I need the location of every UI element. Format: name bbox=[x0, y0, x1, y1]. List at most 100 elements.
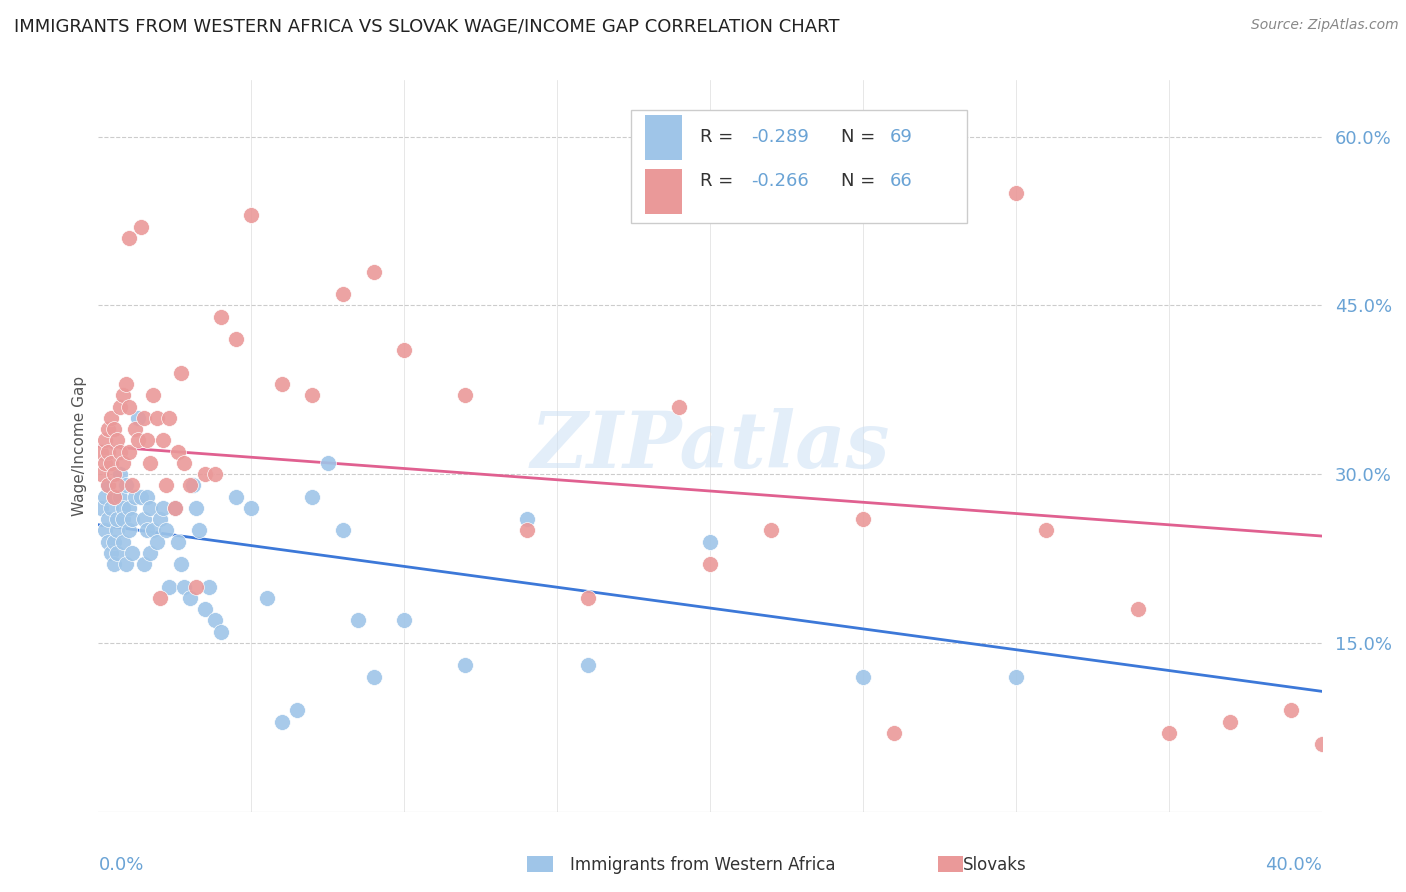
Point bbox=[90, 444, 112, 458]
Text: -0.289: -0.289 bbox=[752, 128, 810, 145]
Text: ZIPatlas: ZIPatlas bbox=[530, 408, 890, 484]
Text: Immigrants from Western Africa: Immigrants from Western Africa bbox=[571, 856, 835, 874]
FancyBboxPatch shape bbox=[630, 110, 967, 223]
Point bbox=[699, 534, 721, 549]
Point bbox=[285, 703, 308, 717]
Point bbox=[173, 580, 195, 594]
Point bbox=[129, 219, 152, 234]
Point bbox=[111, 512, 134, 526]
Point bbox=[240, 208, 263, 222]
Point bbox=[115, 557, 138, 571]
Point bbox=[103, 490, 125, 504]
Point bbox=[179, 478, 201, 492]
Point bbox=[256, 591, 278, 605]
Point bbox=[136, 490, 159, 504]
Point bbox=[100, 410, 122, 425]
Point bbox=[157, 580, 180, 594]
Point bbox=[90, 500, 112, 515]
Point bbox=[139, 546, 162, 560]
Point bbox=[301, 490, 323, 504]
Point bbox=[108, 444, 131, 458]
Point bbox=[127, 434, 149, 448]
Point bbox=[134, 557, 156, 571]
Point bbox=[167, 444, 190, 458]
Point bbox=[1157, 726, 1180, 740]
Point bbox=[124, 422, 146, 436]
Point bbox=[105, 434, 128, 448]
Point bbox=[454, 658, 477, 673]
Point bbox=[392, 614, 416, 628]
Point bbox=[152, 500, 174, 515]
Text: 40.0%: 40.0% bbox=[1265, 855, 1322, 873]
Point bbox=[100, 456, 122, 470]
Text: N =: N = bbox=[841, 172, 882, 190]
Point bbox=[194, 467, 217, 482]
Point bbox=[149, 512, 172, 526]
Point bbox=[115, 478, 138, 492]
Y-axis label: Wage/Income Gap: Wage/Income Gap bbox=[72, 376, 87, 516]
Point bbox=[155, 524, 177, 538]
Point bbox=[136, 434, 159, 448]
Point bbox=[209, 624, 232, 639]
Point bbox=[1279, 703, 1302, 717]
Point bbox=[129, 490, 152, 504]
Point bbox=[240, 500, 263, 515]
Point bbox=[105, 512, 128, 526]
Point bbox=[100, 500, 122, 515]
Point bbox=[103, 422, 125, 436]
Point bbox=[105, 546, 128, 560]
Point bbox=[111, 388, 134, 402]
Point bbox=[170, 366, 193, 380]
Point bbox=[97, 478, 120, 492]
Point bbox=[97, 534, 120, 549]
Point bbox=[139, 500, 162, 515]
Point bbox=[225, 490, 247, 504]
Point bbox=[852, 512, 875, 526]
Point bbox=[363, 264, 385, 278]
FancyBboxPatch shape bbox=[645, 115, 682, 161]
Point bbox=[118, 524, 141, 538]
Point bbox=[121, 478, 143, 492]
Point bbox=[93, 434, 115, 448]
Point bbox=[142, 388, 165, 402]
Point bbox=[136, 524, 159, 538]
Point bbox=[1128, 602, 1150, 616]
Point bbox=[149, 591, 172, 605]
Point bbox=[301, 388, 323, 402]
Point bbox=[103, 490, 125, 504]
Point bbox=[699, 557, 721, 571]
Point bbox=[90, 467, 112, 482]
Point bbox=[108, 400, 131, 414]
Point bbox=[332, 524, 354, 538]
Text: IMMIGRANTS FROM WESTERN AFRICA VS SLOVAK WAGE/INCOME GAP CORRELATION CHART: IMMIGRANTS FROM WESTERN AFRICA VS SLOVAK… bbox=[14, 18, 839, 36]
Point bbox=[142, 524, 165, 538]
Point bbox=[157, 410, 180, 425]
Point bbox=[1219, 714, 1241, 729]
Point bbox=[127, 410, 149, 425]
FancyBboxPatch shape bbox=[645, 169, 682, 214]
Point bbox=[194, 602, 217, 616]
Point bbox=[204, 614, 226, 628]
Point bbox=[121, 512, 143, 526]
Text: -0.266: -0.266 bbox=[752, 172, 810, 190]
Point bbox=[332, 287, 354, 301]
Point bbox=[209, 310, 232, 324]
Point bbox=[100, 546, 122, 560]
Point bbox=[363, 670, 385, 684]
Point bbox=[347, 614, 370, 628]
Point bbox=[124, 490, 146, 504]
Point bbox=[883, 726, 905, 740]
Text: 66: 66 bbox=[890, 172, 912, 190]
Point bbox=[118, 231, 141, 245]
Point bbox=[93, 490, 115, 504]
Point bbox=[1310, 737, 1333, 751]
Text: Source: ZipAtlas.com: Source: ZipAtlas.com bbox=[1251, 18, 1399, 32]
Point bbox=[115, 377, 138, 392]
Point bbox=[170, 557, 193, 571]
Point bbox=[134, 410, 156, 425]
Point bbox=[852, 670, 875, 684]
Point bbox=[173, 456, 195, 470]
Point bbox=[181, 478, 204, 492]
Point bbox=[97, 512, 120, 526]
Point bbox=[188, 524, 211, 538]
